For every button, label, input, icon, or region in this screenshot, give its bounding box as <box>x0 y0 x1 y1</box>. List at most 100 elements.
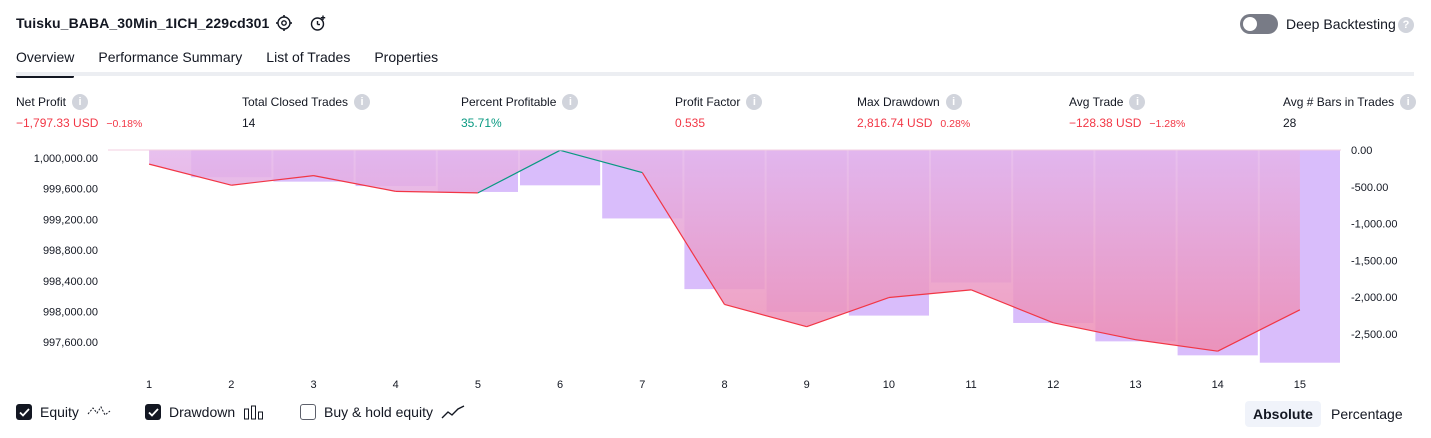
strategy-title: Tuisku_BABA_30Min_1ICH_229cd301 <box>16 15 270 31</box>
right-axis-tick: -500.00 <box>1351 182 1388 194</box>
metric-value: 14 <box>242 116 256 130</box>
legend-label: Equity <box>40 404 79 420</box>
left-axis-tick: 999,200.00 <box>43 214 98 226</box>
info-icon[interactable]: i <box>945 94 962 110</box>
equity-line-segment <box>148 163 232 186</box>
equity-checkbox[interactable] <box>16 404 32 420</box>
x-axis-tick: 15 <box>1294 379 1306 391</box>
tab-performance-summary[interactable]: Performance Summary <box>98 49 243 65</box>
equity-line-segment <box>231 175 314 186</box>
right-axis-tick: 0.00 <box>1351 145 1372 157</box>
metric-value: −1,797.33 USD <box>16 116 99 130</box>
tab-overview[interactable]: Overview <box>16 49 75 78</box>
legend-buy-hold[interactable]: Buy & hold equity <box>300 404 465 420</box>
tab-bar: Overview Performance Summary List of Tra… <box>16 49 439 78</box>
right-axis-tick: -2,500.00 <box>1351 329 1397 341</box>
tab-divider <box>16 72 1414 76</box>
equity-line-segment <box>724 303 807 328</box>
info-icon[interactable]: i <box>562 94 579 110</box>
equity-line-segment <box>559 149 643 174</box>
info-icon[interactable]: i <box>1400 94 1417 110</box>
x-axis-tick: 4 <box>393 379 399 391</box>
right-axis-tick: -1,000.00 <box>1351 219 1397 231</box>
metric-label: Total Closed Trades <box>242 95 349 109</box>
equity-area <box>149 150 1300 352</box>
x-axis-tick: 8 <box>721 379 727 391</box>
tab-list-of-trades[interactable]: List of Trades <box>266 49 351 65</box>
buy-hold-line-icon <box>441 405 465 419</box>
left-axis-tick: 999,600.00 <box>43 184 98 196</box>
metric-percent: 0.28% <box>940 118 971 130</box>
deep-backtesting-label: Deep Backtesting <box>1286 16 1396 32</box>
x-axis-tick: 3 <box>310 379 316 391</box>
x-axis-tick: 10 <box>883 379 895 391</box>
metric-label: Avg # Bars in Trades <box>1283 95 1395 109</box>
legend-drawdown[interactable]: Drawdown <box>145 404 265 420</box>
metric-value: 0.535 <box>675 116 706 130</box>
info-icon[interactable]: i <box>746 94 763 110</box>
info-icon[interactable]: i <box>1129 94 1146 110</box>
left-axis-tick: 998,000.00 <box>43 307 98 319</box>
metric-total-closed-trades: Total Closed Trades i 14 <box>242 94 371 130</box>
info-icon[interactable]: i <box>354 94 371 110</box>
x-axis-tick: 11 <box>965 379 976 391</box>
equity-line-segment <box>395 190 478 194</box>
settings-icon[interactable] <box>274 13 294 33</box>
drawdown-checkbox[interactable] <box>145 404 161 420</box>
x-axis-tick: 2 <box>228 379 234 391</box>
tab-properties[interactable]: Properties <box>374 49 439 65</box>
metric-percent: −1.28% <box>1149 118 1186 130</box>
left-axis-tick: 1,000,000.00 <box>34 153 98 165</box>
metric-value: −128.38 USD <box>1069 116 1142 130</box>
help-icon[interactable]: ? <box>1398 17 1414 33</box>
metric-label: Profit Factor <box>675 95 741 109</box>
x-axis-tick: 7 <box>639 379 645 391</box>
metric-profit-factor: Profit Factor i 0.535 <box>675 94 763 130</box>
metric-avg-bars-in-trades: Avg # Bars in Trades i 28 <box>1283 94 1417 130</box>
metric-value: 28 <box>1283 116 1297 130</box>
equity-line-segment <box>1217 309 1301 352</box>
right-axis-tick: -2,000.00 <box>1351 292 1397 304</box>
equity-line-segment <box>1053 322 1136 341</box>
equity-line-segment <box>313 175 396 192</box>
mode-percentage-button[interactable]: Percentage <box>1331 406 1403 422</box>
toggle-knob <box>1243 17 1257 31</box>
add-alert-icon[interactable] <box>308 13 328 33</box>
equity-line-segment <box>888 289 972 299</box>
deep-backtesting-toggle[interactable] <box>1240 14 1278 34</box>
left-axis-tick: 997,600.00 <box>43 337 98 349</box>
metric-value: 2,816.74 USD <box>857 116 933 130</box>
x-axis-tick: 9 <box>804 379 810 391</box>
legend-label: Drawdown <box>169 404 236 420</box>
left-axis-tick: 998,400.00 <box>43 276 98 288</box>
legend-equity[interactable]: Equity <box>16 404 111 420</box>
x-axis-tick: 12 <box>1047 379 1059 391</box>
equity-line-icon <box>87 406 111 416</box>
equity-line-segment <box>477 149 561 194</box>
x-axis-tick: 14 <box>1212 379 1224 391</box>
metric-label: Net Profit <box>16 95 67 109</box>
right-axis-tick: -1,500.00 <box>1351 255 1397 267</box>
metric-percent: −0.18% <box>106 118 143 130</box>
equity-line-segment <box>641 172 726 305</box>
metric-percent-profitable: Percent Profitable i 35.71% <box>461 94 579 130</box>
metric-label: Avg Trade <box>1069 95 1124 109</box>
drawdown-bars-icon <box>244 405 264 420</box>
legend-label: Buy & hold equity <box>324 404 433 420</box>
metric-net-profit: Net Profit i −1,797.33 USD −0.18% <box>16 94 142 130</box>
left-axis-tick: 998,800.00 <box>43 245 98 257</box>
metric-value: 35.71% <box>461 116 502 130</box>
equity-line-segment <box>806 296 890 328</box>
equity-line-segment <box>1135 339 1218 352</box>
buy-hold-checkbox[interactable] <box>300 404 316 420</box>
metric-label: Max Drawdown <box>857 95 940 109</box>
equity-drawdown-chart[interactable]: 1,000,000.00 999,600.00 999,200.00 998,800.… <box>0 140 1431 395</box>
info-icon[interactable]: i <box>72 94 89 110</box>
equity-line-segment <box>970 289 1054 324</box>
metric-avg-trade: Avg Trade i −128.38 USD −1.28% <box>1069 94 1185 130</box>
x-axis-tick: 6 <box>557 379 563 391</box>
mode-absolute-button[interactable]: Absolute <box>1245 401 1321 427</box>
metric-label: Percent Profitable <box>461 95 557 109</box>
x-axis-tick: 1 <box>146 379 152 391</box>
metric-max-drawdown: Max Drawdown i 2,816.74 USD 0.28% <box>857 94 970 130</box>
